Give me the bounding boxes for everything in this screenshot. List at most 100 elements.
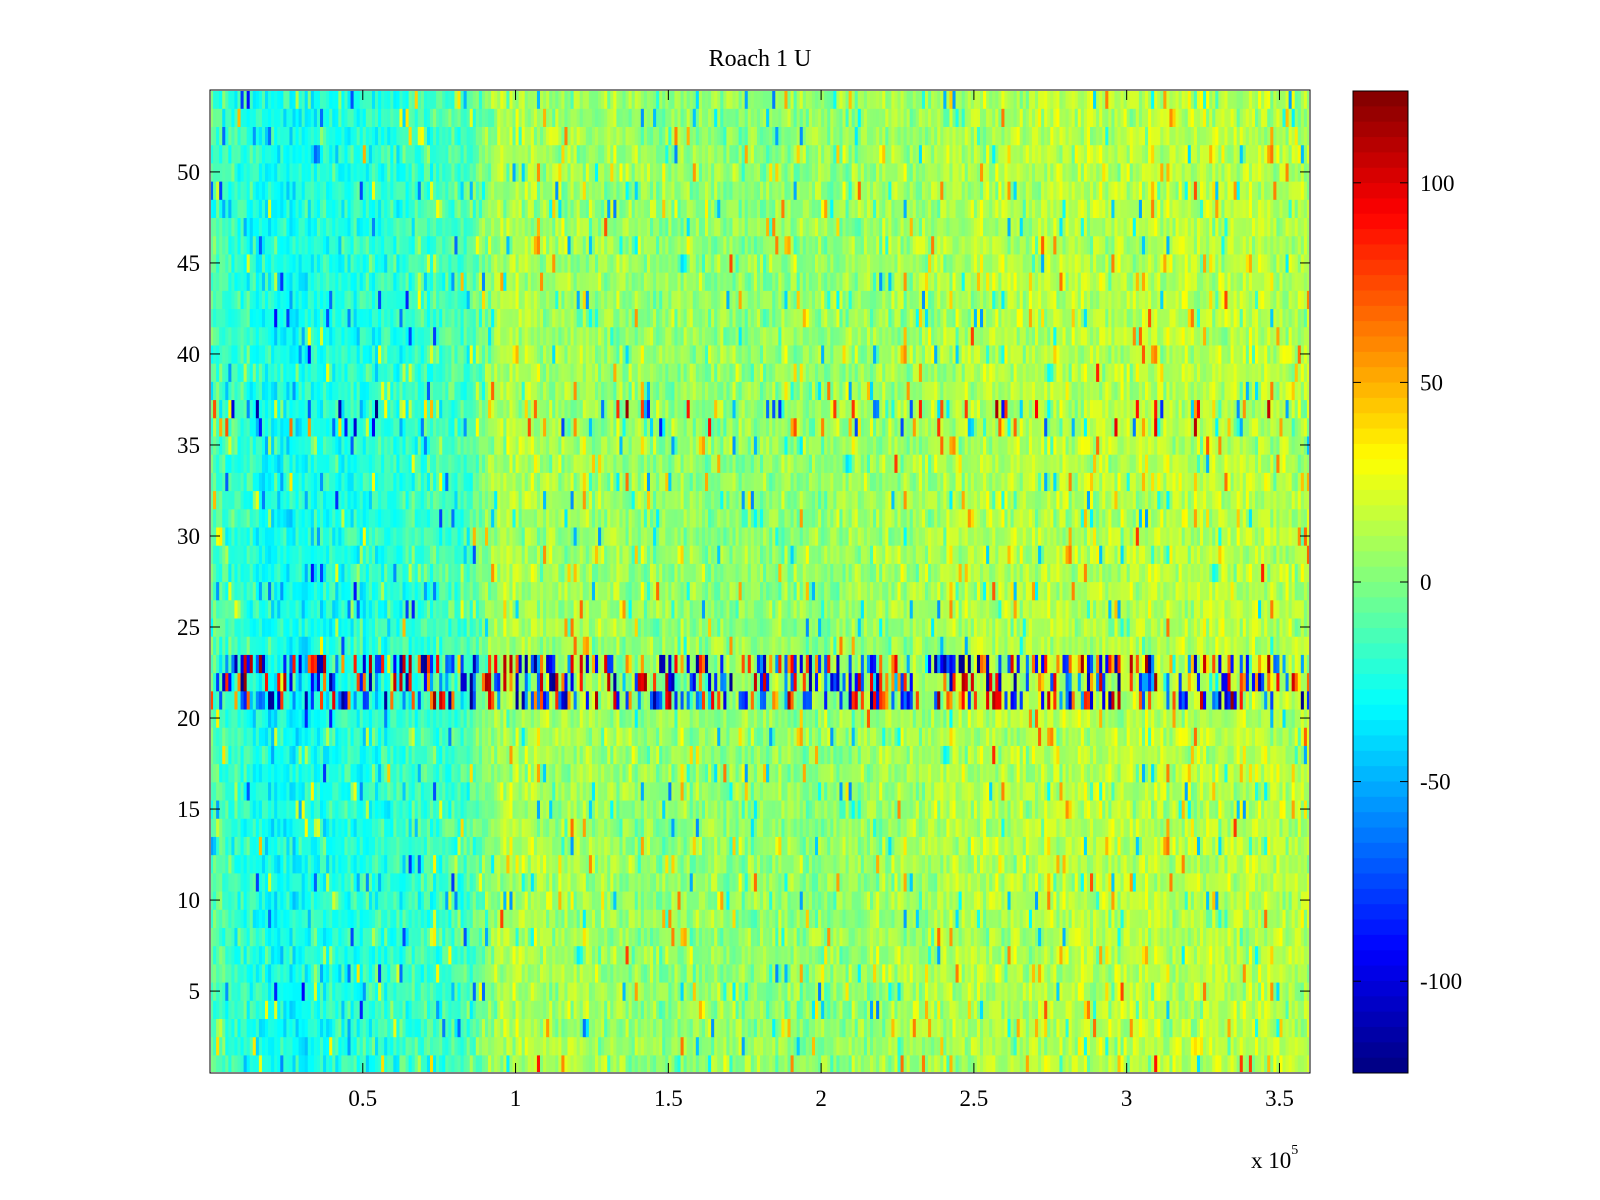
heatmap-cell [955,1018,960,1038]
heatmap-cell [640,1000,645,1019]
heatmap-cell [338,1000,342,1019]
heatmap-cell [1102,1018,1106,1038]
heatmap-cell [1200,1000,1204,1019]
heatmap-cell [460,1018,465,1038]
heatmap-cell [228,1000,232,1019]
heatmap-cell [1077,1018,1082,1038]
heatmap-cell [1044,1036,1048,1056]
heatmap-cell [1200,1018,1204,1038]
heatmap-cell [445,1000,449,1019]
heatmap-cell [1053,1054,1057,1072]
heatmap-cell [488,1000,492,1019]
heatmap-cell [1120,1018,1125,1038]
heatmap-cell [1035,1018,1039,1038]
heatmap-cell [686,1000,691,1019]
heatmap-cell [1160,1018,1164,1038]
heatmap-cell [481,1036,486,1056]
heatmap-cell [436,1000,440,1019]
heatmap-cell [1248,1018,1253,1038]
heatmap-cell [1028,1018,1033,1038]
heatmap-cell [579,1018,584,1038]
heatmap-cell [836,1018,841,1038]
heatmap-cell [1291,1036,1296,1056]
heatmap-cell [396,1054,401,1072]
heatmap-cell [763,1036,767,1056]
heatmap-cell [564,1036,569,1056]
heatmap-cell [399,1036,404,1056]
heatmap-cell [1031,1054,1036,1072]
heatmap-cell [1196,1054,1201,1072]
heatmap-cell [1270,1054,1274,1072]
heatmap-cell [815,1036,819,1056]
heatmap-cell [549,1036,553,1056]
heatmap-cell [436,1054,440,1072]
heatmap-cell [906,1018,911,1038]
heatmap-cell [503,1054,507,1072]
heatmap-cell [934,1000,938,1019]
heatmap-cell [448,1000,452,1019]
heatmap-cell [344,1054,349,1072]
heatmap-cell [998,1018,1002,1038]
heatmap-cell [1047,1036,1051,1056]
heatmap-cell [225,1000,229,1019]
heatmap-cell [1196,1036,1201,1056]
heatmap-cell [940,1000,944,1019]
heatmap-cell [1135,1054,1140,1072]
heatmap-cell [701,1054,706,1072]
heatmap-cell [469,1054,474,1072]
heatmap-cell [219,1000,223,1019]
heatmap-cell [750,1018,755,1038]
heatmap-cell [1267,1000,1271,1019]
heatmap-cell [1258,1000,1262,1019]
heatmap-cell [316,1000,321,1019]
heatmap-cell [1184,1000,1189,1019]
heatmap-cell [530,1018,535,1038]
heatmap-cell [1099,1000,1103,1019]
heatmap-cell [329,1018,333,1038]
heatmap-cell [1270,1036,1274,1056]
heatmap-cell [928,1036,932,1056]
heatmap-cell [747,1054,752,1072]
heatmap-cell [1035,1000,1039,1019]
heatmap-cell [234,1000,239,1019]
heatmap-cell [604,1054,608,1072]
heatmap-cell [1239,1036,1244,1056]
heatmap-cell [836,1000,841,1019]
heatmap-cell [518,1054,523,1072]
heatmap-cell [1221,1054,1226,1072]
heatmap-cell [839,1054,844,1072]
heatmap-cell [876,1018,880,1038]
heatmap-cell [433,1036,437,1056]
heatmap-cell [1236,1018,1241,1038]
heatmap-cell [396,1000,401,1019]
heatmap-cell [234,1018,239,1038]
heatmap-cell [1126,1018,1131,1038]
heatmap-cell [268,1018,272,1038]
heatmap-cell [1300,1036,1305,1056]
heatmap-cell [1196,1018,1201,1038]
heatmap-cell [860,1018,865,1038]
heatmap-cell [549,1018,553,1038]
heatmap-cell [714,1036,718,1056]
heatmap-cell [347,1000,352,1019]
heatmap-cell [543,1000,547,1019]
heatmap-cell [1108,1054,1112,1072]
heatmap-cell [610,1000,614,1019]
heatmap-cell [1163,1000,1167,1019]
heatmap-cell [1255,1054,1259,1072]
heatmap-cell [610,1054,614,1072]
heatmap-cell [1132,1018,1137,1038]
heatmap-cell [882,1054,886,1072]
heatmap-cell [949,1054,954,1072]
heatmap-cell [650,1000,654,1019]
heatmap-cell [931,1036,935,1056]
heatmap-cell [497,1036,501,1056]
heatmap-cell [1080,1018,1085,1038]
heatmap-cell [1065,1036,1070,1056]
heatmap-cell [515,1036,520,1056]
heatmap-cell [261,1000,266,1019]
heatmap-cell [906,1036,911,1056]
heatmap-cell [417,1000,422,1019]
heatmap-cell [695,1018,700,1038]
heatmap-cell [1145,1000,1149,1019]
